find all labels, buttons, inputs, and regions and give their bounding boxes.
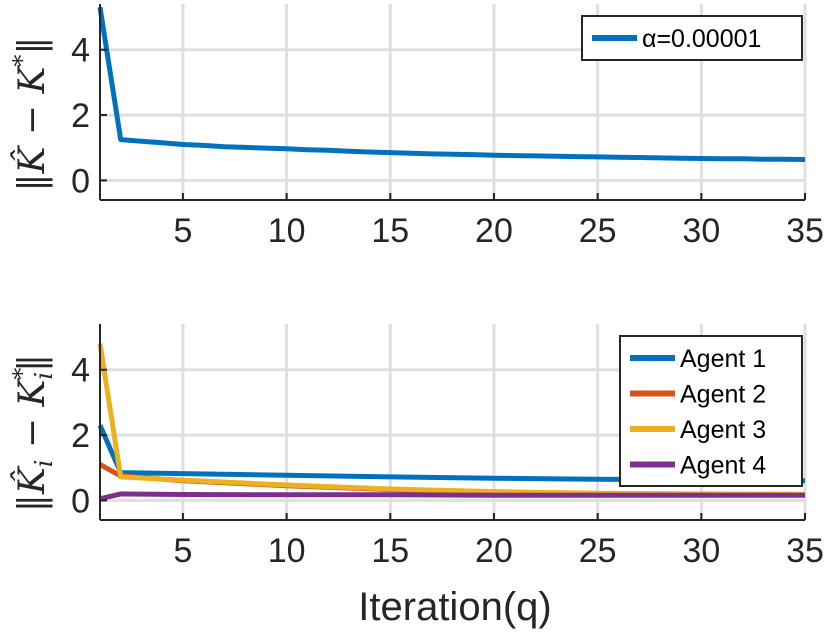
x-axis-label: Iteration(q) bbox=[358, 585, 551, 629]
bottom-legend: Agent 1 Agent 2 Agent 3 Agent 4 bbox=[619, 335, 803, 487]
bottom-xtick-label: 20 bbox=[475, 532, 513, 570]
top-xtick-label: 30 bbox=[682, 212, 720, 250]
top-ylabel: ‖K̂ − K*‖ bbox=[8, 37, 53, 192]
bottom-xtick-label: 25 bbox=[579, 532, 617, 570]
bottom-ylabel-text: ‖K̂i − K*i‖ bbox=[8, 354, 58, 512]
top-legend-label-1: α=0.00001 bbox=[642, 25, 761, 53]
bottom-legend-label-2: Agent 2 bbox=[680, 381, 766, 409]
bottom-ylabel-part: * bbox=[8, 368, 36, 380]
bottom-xtick-label: 15 bbox=[371, 532, 409, 570]
bottom-xtick-label: 5 bbox=[173, 532, 192, 570]
top-ytick-label: 4 bbox=[71, 32, 90, 70]
bottom-ylabel-part: − bbox=[12, 406, 53, 459]
bottom-ytick-label: 0 bbox=[71, 482, 90, 520]
top-series-line-1 bbox=[97, 6, 806, 162]
bottom-legend-label-4: Agent 4 bbox=[680, 452, 766, 480]
top-ylabel-part: * bbox=[8, 55, 36, 67]
top-ylabel-part: ‖ bbox=[12, 37, 53, 55]
top-xtick-label: 10 bbox=[268, 212, 306, 250]
top-ytick-label: 0 bbox=[71, 162, 90, 200]
top-ticks: 5 10 15 20 25 30 35 0 2 4 bbox=[71, 4, 824, 250]
bottom-xtick-label: 30 bbox=[682, 532, 720, 570]
top-legend: α=0.00001 bbox=[581, 15, 803, 61]
top-xtick-label: 25 bbox=[579, 212, 617, 250]
top-ylabel-part: ‖ bbox=[12, 173, 53, 191]
bottom-ticks: 5 10 15 20 25 30 35 0 2 4 bbox=[71, 324, 824, 570]
bottom-legend-label-3: Agent 3 bbox=[680, 416, 766, 444]
bottom-ylabel-part: K bbox=[12, 377, 53, 407]
bottom-ytick-label: 2 bbox=[71, 417, 90, 455]
bottom-ylabel-part: i bbox=[30, 460, 58, 468]
top-ytick-label: 2 bbox=[71, 97, 90, 135]
bottom-ylabel-part: ‖ bbox=[12, 494, 53, 512]
bottom-legend-label-1: Agent 1 bbox=[680, 345, 766, 373]
top-xtick-label: 15 bbox=[371, 212, 409, 250]
bottom-xtick-label: 10 bbox=[268, 532, 306, 570]
bottom-xtick-label: 35 bbox=[786, 532, 824, 570]
bottom-ytick-label: 4 bbox=[71, 352, 90, 390]
bottom-ylabel: ‖K̂i − K*i‖ bbox=[8, 354, 58, 512]
top-ylabel-part: − bbox=[12, 93, 53, 146]
bottom-ylabel-part: ‖ bbox=[12, 354, 53, 372]
bottom-series-line-4 bbox=[99, 491, 805, 502]
top-ylabel-text: ‖K̂ − K*‖ bbox=[8, 37, 53, 192]
bottom-ylabel-part: i bbox=[30, 372, 58, 380]
top-series bbox=[97, 6, 806, 162]
top-xtick-label: 5 bbox=[173, 212, 192, 250]
top-xtick-label: 35 bbox=[786, 212, 824, 250]
top-ylabel-part: K bbox=[12, 64, 53, 94]
top-ylabel-part: K̂ bbox=[10, 144, 53, 174]
bottom-ylabel-part: K̂ bbox=[10, 465, 53, 495]
top-xtick-label: 20 bbox=[475, 212, 513, 250]
